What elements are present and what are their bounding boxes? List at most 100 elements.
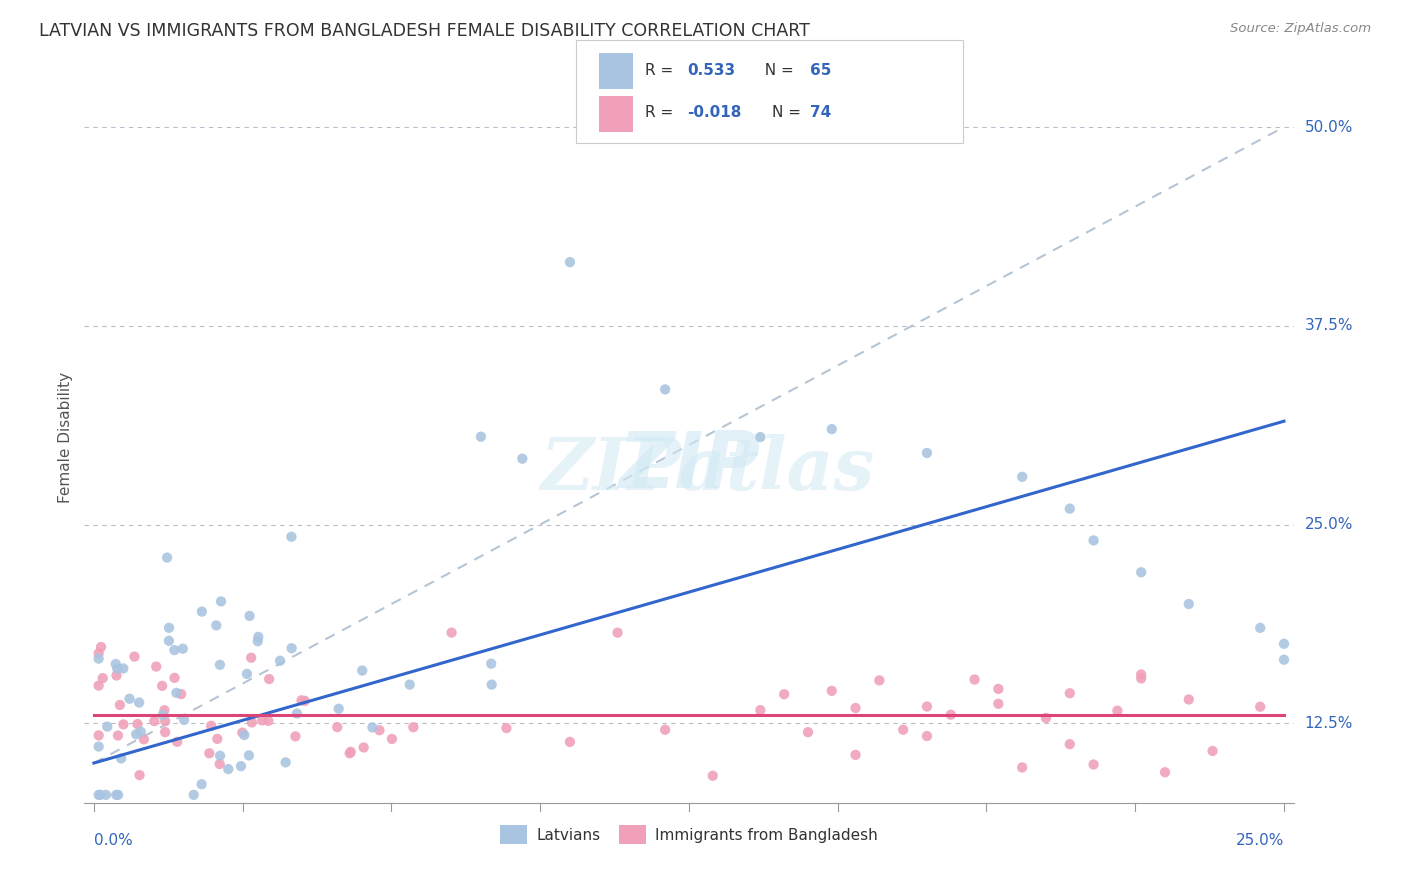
Point	[368, 723, 391, 738]
Point	[94, 788, 117, 802]
Point	[125, 727, 148, 741]
Legend: Latvians, Immigrants from Bangladesh: Latvians, Immigrants from Bangladesh	[494, 819, 884, 850]
Point	[208, 756, 231, 771]
Point	[153, 703, 176, 717]
Point	[1107, 704, 1129, 718]
Point	[381, 731, 404, 746]
Point	[845, 747, 868, 762]
Text: LATVIAN VS IMMIGRANTS FROM BANGLADESH FEMALE DISABILITY CORRELATION CHART: LATVIAN VS IMMIGRANTS FROM BANGLADESH FE…	[39, 22, 810, 40]
Point	[200, 719, 222, 733]
Point	[90, 640, 112, 654]
Point	[129, 724, 152, 739]
Point	[328, 702, 350, 716]
Y-axis label: Female Disability: Female Disability	[58, 371, 73, 503]
Point	[87, 651, 110, 665]
Text: N =: N =	[772, 105, 806, 120]
Point	[239, 608, 262, 623]
Point	[402, 720, 425, 734]
Point	[91, 671, 114, 685]
Point	[361, 721, 384, 735]
Point	[280, 530, 302, 544]
Point	[166, 735, 188, 749]
Point	[87, 788, 110, 802]
Text: 25.0%: 25.0%	[1236, 833, 1284, 848]
Point	[987, 681, 1010, 696]
Text: 65: 65	[810, 62, 831, 78]
Point	[157, 633, 180, 648]
Point	[963, 673, 986, 687]
Point	[479, 657, 502, 671]
Point	[173, 713, 195, 727]
Point	[939, 707, 962, 722]
Point	[749, 430, 772, 444]
Point	[294, 694, 316, 708]
Point	[247, 630, 270, 644]
Point	[157, 621, 180, 635]
Point	[797, 725, 820, 739]
Point	[198, 747, 221, 761]
Point	[1035, 711, 1057, 725]
Point	[845, 701, 868, 715]
Text: 0.533: 0.533	[688, 62, 735, 78]
Point	[821, 422, 844, 436]
Point	[128, 696, 150, 710]
Point	[915, 699, 938, 714]
Point	[915, 446, 938, 460]
Point	[290, 693, 312, 707]
Point	[104, 657, 127, 671]
Text: Source: ZipAtlas.com: Source: ZipAtlas.com	[1230, 22, 1371, 36]
Point	[156, 550, 179, 565]
Text: R =: R =	[645, 105, 679, 120]
Text: N =: N =	[755, 62, 799, 78]
Point	[510, 451, 533, 466]
Point	[205, 618, 228, 632]
Point	[326, 720, 349, 734]
Point	[105, 788, 128, 802]
Point	[606, 625, 628, 640]
Text: -0.018: -0.018	[688, 105, 742, 120]
Point	[1201, 744, 1223, 758]
Point	[190, 777, 212, 791]
Point	[170, 687, 193, 701]
Point	[654, 723, 676, 737]
Point	[124, 649, 146, 664]
Text: 25.0%: 25.0%	[1305, 517, 1353, 532]
Point	[773, 687, 796, 701]
Point	[558, 255, 581, 269]
Text: R =: R =	[645, 62, 679, 78]
Point	[821, 683, 844, 698]
Point	[250, 714, 273, 728]
Point	[1249, 699, 1271, 714]
Point	[987, 697, 1010, 711]
Point	[217, 762, 239, 776]
Point	[495, 721, 517, 735]
Point	[240, 715, 263, 730]
Point	[470, 430, 492, 444]
Point	[150, 679, 173, 693]
Point	[163, 643, 186, 657]
Text: ZIP: ZIP	[617, 428, 761, 504]
Point	[284, 730, 307, 744]
Point	[481, 678, 503, 692]
Point	[143, 714, 166, 728]
Point	[257, 672, 280, 686]
Point	[1154, 765, 1177, 780]
Point	[398, 677, 420, 691]
Point	[269, 654, 291, 668]
Point	[110, 751, 132, 765]
Text: ZIPatlas: ZIPatlas	[536, 428, 842, 504]
Text: ZIPatlas: ZIPatlas	[540, 434, 875, 506]
Point	[238, 748, 260, 763]
Point	[163, 671, 186, 685]
Point	[1059, 501, 1081, 516]
Point	[87, 679, 110, 693]
Point	[280, 641, 302, 656]
Point	[1083, 757, 1105, 772]
Point	[1272, 637, 1295, 651]
Point	[89, 788, 111, 802]
Point	[339, 745, 361, 759]
Text: 50.0%: 50.0%	[1305, 120, 1353, 135]
Point	[1272, 653, 1295, 667]
Point	[702, 769, 724, 783]
Point	[353, 740, 375, 755]
